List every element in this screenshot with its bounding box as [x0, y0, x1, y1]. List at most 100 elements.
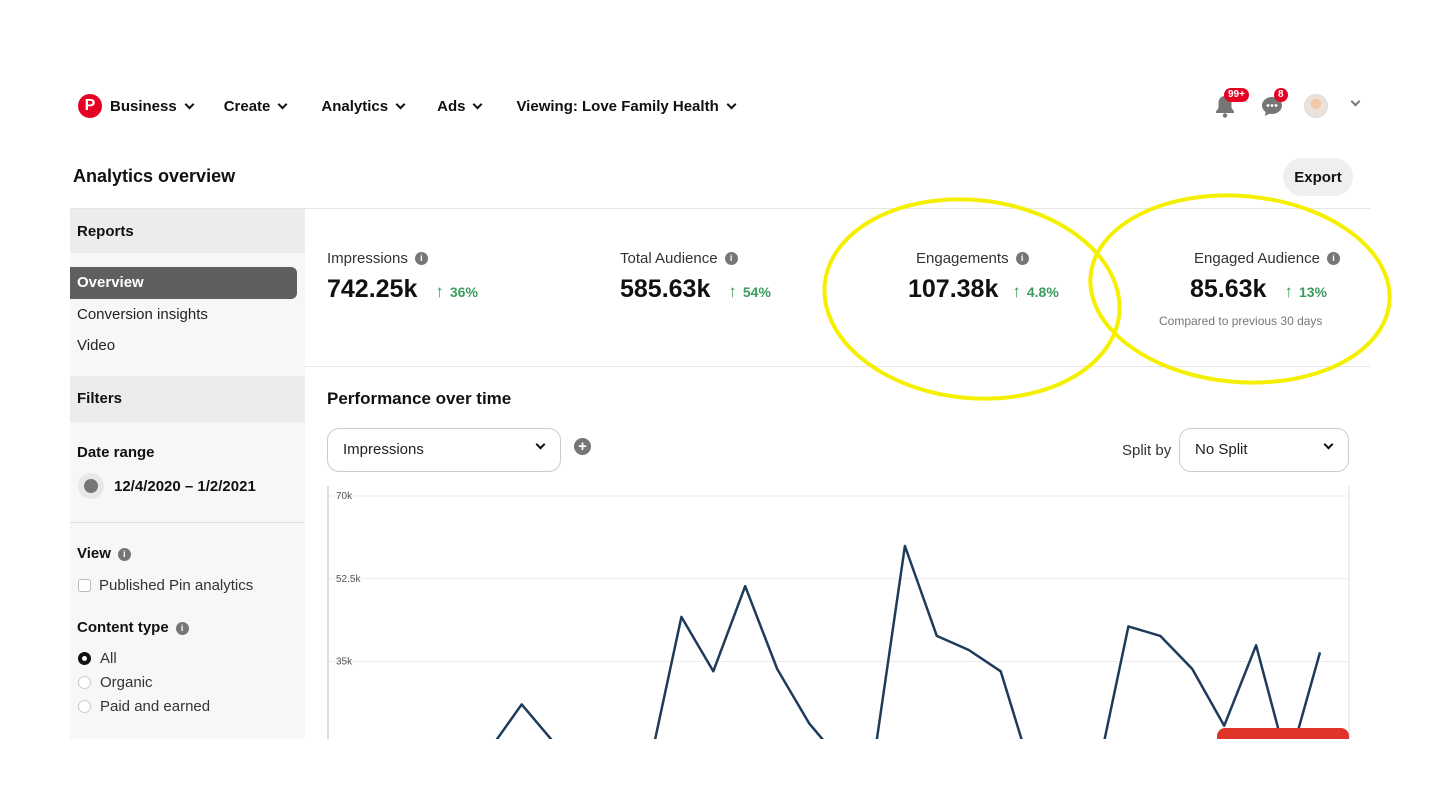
info-icon[interactable]: i	[414, 252, 428, 265]
nav-viewing-account[interactable]: Viewing: Love Family Health	[516, 97, 737, 115]
view-label-text: View	[77, 545, 111, 562]
account-chevron-down-icon[interactable]	[1350, 96, 1361, 107]
stat-total-audience: Total Audience i 585.63k ↑ 54%	[620, 250, 771, 304]
notifications-badge: 99+	[1224, 88, 1249, 102]
stat-label: Engaged Audience	[1194, 250, 1320, 267]
stats-divider	[305, 366, 1370, 367]
stat-label: Total Audience	[620, 250, 718, 267]
pinterest-logo-icon[interactable]: P	[78, 94, 102, 118]
split-select[interactable]: No Split	[1179, 428, 1349, 472]
stat-change-value: 4.8%	[1026, 284, 1059, 300]
content-type-option-all[interactable]: All	[78, 650, 117, 667]
chevron-down-icon	[184, 99, 195, 109]
y-tick-label: 52.5k	[336, 574, 361, 585]
sidebar-item-video[interactable]: Video	[77, 337, 116, 354]
stat-change-value: 54%	[742, 284, 771, 300]
arrow-up-icon: ↑	[1012, 282, 1021, 301]
nav-analytics[interactable]: Analytics	[321, 97, 406, 115]
chevron-down-icon	[395, 99, 406, 109]
chevron-down-icon	[277, 99, 288, 109]
stat-impressions: Impressions i 742.25k ↑ 36%	[327, 250, 478, 304]
export-button[interactable]: Export	[1283, 158, 1353, 196]
add-metric-plus-icon[interactable]: +	[574, 438, 591, 455]
page-title: Analytics overview	[73, 166, 236, 186]
content-type-organic-label: Organic	[100, 674, 153, 691]
chevron-down-icon	[726, 99, 737, 109]
published-pin-analytics-checkbox[interactable]: Published Pin analytics	[78, 577, 253, 594]
stat-value: 85.63k	[1190, 275, 1267, 303]
sidebar-divider	[70, 522, 305, 523]
chevron-down-icon	[535, 439, 546, 450]
arrow-up-icon: ↑	[728, 282, 737, 301]
nav-create[interactable]: Create	[223, 97, 288, 115]
checkbox-box[interactable]	[78, 579, 91, 592]
stat-value: 107.38k	[908, 275, 999, 303]
nav-create-label: Create	[223, 97, 271, 115]
view-label: View i	[77, 545, 131, 562]
nav-right-controls: 99+ 8	[1210, 88, 1361, 124]
sidebar-item-overview[interactable]: Overview	[70, 267, 297, 299]
date-range-label: Date range	[77, 444, 155, 461]
sidebar-item-conversion-insights[interactable]: Conversion insights	[77, 306, 208, 323]
top-nav: P Business Create Analytics Ads Viewing:…	[78, 92, 737, 120]
nav-analytics-label: Analytics	[321, 97, 389, 115]
info-icon[interactable]: i	[1015, 252, 1029, 265]
reports-heading: Reports	[70, 209, 305, 253]
messages-badge: 8	[1274, 88, 1288, 102]
stat-change-value: 13%	[1298, 284, 1327, 300]
nav-business-label: Business	[110, 97, 177, 115]
info-icon[interactable]: i	[724, 252, 738, 265]
stat-engagements: Engagements i 107.38k ↑ 4.8%	[908, 250, 1059, 304]
radio-selected[interactable]	[78, 652, 91, 665]
date-range-picker[interactable]: 12/4/2020 – 1/2/2021	[78, 473, 256, 499]
stat-change: ↑ 4.8%	[1012, 282, 1058, 302]
nav-viewing-label: Viewing: Love Family Health	[516, 97, 719, 115]
radio-unselected[interactable]	[78, 676, 91, 689]
clock-icon	[78, 473, 104, 499]
stat-engaged-audience: Engaged Audience i 85.63k ↑ 13%	[1190, 250, 1340, 304]
content-type-option-organic[interactable]: Organic	[78, 674, 153, 691]
chevron-down-icon	[1323, 439, 1334, 450]
metric-select-value: Impressions	[343, 441, 424, 458]
filters-heading: Filters	[70, 376, 305, 422]
stat-change-value: 36%	[449, 284, 478, 300]
arrow-up-icon: ↑	[435, 282, 444, 301]
info-icon[interactable]: i	[1326, 252, 1340, 265]
avatar[interactable]	[1304, 94, 1328, 118]
messages-icon[interactable]: 8	[1260, 88, 1288, 120]
nav-ads[interactable]: Ads	[437, 97, 483, 115]
info-icon[interactable]: i	[175, 622, 189, 635]
stat-label: Impressions	[327, 250, 408, 267]
header-divider	[70, 208, 1370, 209]
chevron-down-icon	[473, 99, 483, 109]
nav-ads-label: Ads	[437, 97, 466, 115]
metric-select[interactable]: Impressions	[327, 428, 561, 472]
date-range-value: 12/4/2020 – 1/2/2021	[114, 477, 256, 495]
compare-note: Compared to previous 30 days	[1159, 314, 1323, 328]
stat-change: ↑ 54%	[728, 282, 771, 302]
content-type-option-paid-earned[interactable]: Paid and earned	[78, 698, 210, 715]
y-tick-label: 70k	[336, 491, 353, 502]
sidebar: Reports Overview Conversion insights Vid…	[70, 209, 305, 739]
nav-business[interactable]: Business	[110, 97, 195, 115]
performance-title: Performance over time	[327, 389, 512, 408]
info-icon[interactable]: i	[117, 548, 131, 561]
stat-value: 742.25k	[327, 275, 418, 303]
notifications-bell-icon[interactable]: 99+	[1214, 88, 1249, 120]
content-type-all-label: All	[100, 650, 117, 667]
stat-change: ↑ 13%	[1284, 282, 1327, 302]
content-type-paid-label: Paid and earned	[100, 698, 211, 715]
content-type-label-text: Content type	[77, 619, 169, 636]
published-pin-analytics-label: Published Pin analytics	[99, 577, 254, 594]
content-type-label: Content type i	[77, 619, 189, 636]
stat-change: ↑ 36%	[435, 282, 478, 302]
arrow-up-icon: ↑	[1284, 282, 1293, 301]
red-action-bar[interactable]	[1217, 728, 1349, 739]
stat-value: 585.63k	[620, 275, 711, 303]
y-tick-label: 35k	[336, 657, 353, 668]
impressions-series-line	[393, 544, 1322, 787]
stat-label: Engagements	[916, 250, 1009, 267]
radio-unselected[interactable]	[78, 700, 91, 713]
